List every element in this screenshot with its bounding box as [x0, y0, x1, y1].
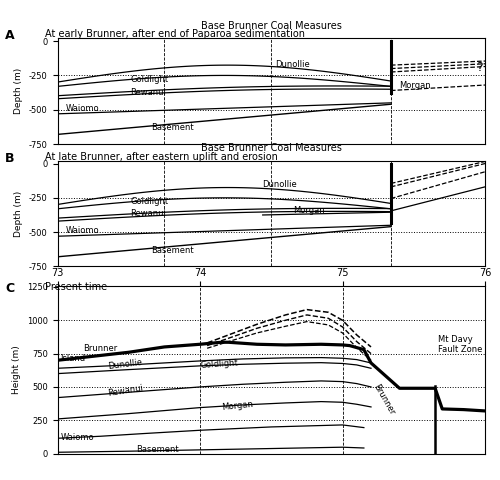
Text: Goldlight: Goldlight: [130, 197, 168, 206]
Text: Dunollie: Dunollie: [275, 60, 310, 69]
Text: Goldlight: Goldlight: [130, 74, 168, 84]
Y-axis label: Depth (m): Depth (m): [14, 191, 24, 237]
Text: Island: Island: [60, 354, 86, 363]
Text: Basement: Basement: [152, 123, 194, 132]
Text: Rewanui: Rewanui: [130, 209, 166, 217]
Text: Morgan: Morgan: [292, 205, 324, 215]
Text: ?: ?: [476, 61, 483, 74]
Text: Rewanui: Rewanui: [130, 88, 166, 96]
Text: C: C: [5, 282, 14, 295]
Text: Basement: Basement: [152, 246, 194, 255]
Text: Brunner: Brunner: [83, 344, 117, 353]
Y-axis label: Height (m): Height (m): [12, 345, 21, 394]
Text: Brunner: Brunner: [371, 383, 396, 417]
Text: B: B: [5, 152, 15, 165]
Text: Goldlight: Goldlight: [200, 358, 238, 370]
Y-axis label: Depth (m): Depth (m): [14, 68, 24, 114]
Text: Morgan: Morgan: [222, 399, 254, 412]
Text: Mt Davy
Fault Zone: Mt Davy Fault Zone: [438, 335, 482, 354]
Text: Morgan: Morgan: [400, 82, 431, 90]
Text: Waiomo: Waiomo: [66, 104, 100, 113]
Text: Waiomo: Waiomo: [66, 227, 100, 236]
Text: Rewanui: Rewanui: [108, 384, 144, 398]
Text: Basement: Basement: [136, 444, 178, 454]
Text: Waiomo: Waiomo: [60, 433, 94, 442]
Text: Base Brunner Coal Measures: Base Brunner Coal Measures: [201, 144, 342, 154]
Text: Present time: Present time: [45, 282, 107, 292]
Text: A: A: [5, 29, 15, 42]
Text: Base Brunner Coal Measures: Base Brunner Coal Measures: [201, 21, 342, 31]
Text: At early Brunner, after end of Paparoa sedimentation: At early Brunner, after end of Paparoa s…: [45, 29, 305, 39]
Text: Dunollie: Dunollie: [108, 358, 143, 371]
Text: At late Brunner, after eastern uplift and erosion: At late Brunner, after eastern uplift an…: [45, 152, 278, 162]
Text: Dunollie: Dunollie: [262, 180, 297, 189]
